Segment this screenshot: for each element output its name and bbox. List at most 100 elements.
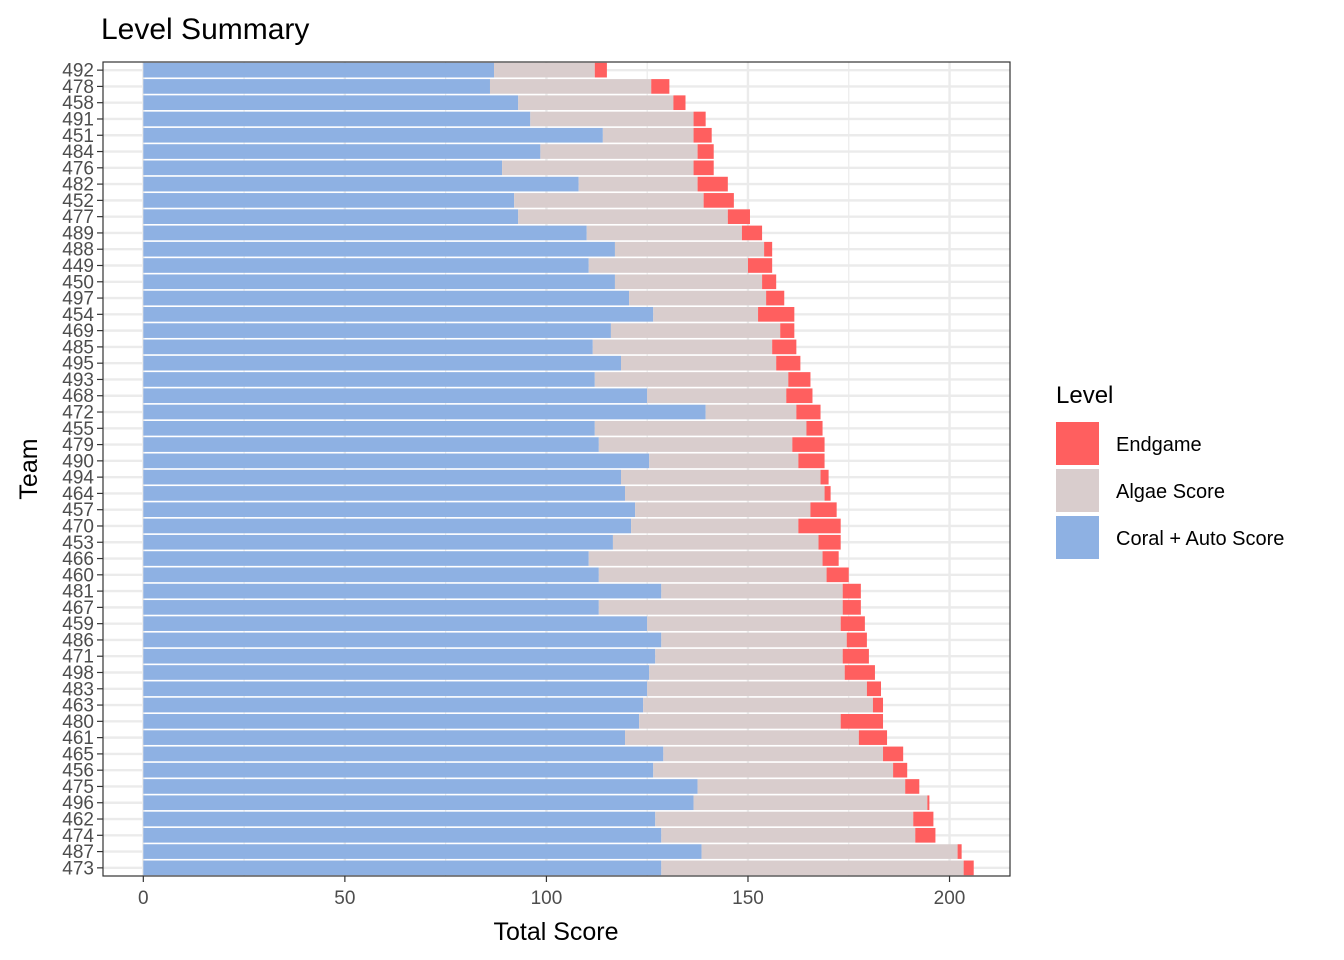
y-tick-label: 470 [62,516,94,537]
bar-endgame-483 [866,681,882,697]
bar-endgame-488 [764,241,773,257]
bar-algae-score-477 [518,209,728,224]
bar-algae-score-475 [697,779,906,794]
bar-endgame-451 [693,127,712,143]
bar-coral-auto-score-476 [143,160,503,176]
y-tick-label: 481 [62,582,94,603]
bar-coral-auto-score-461 [143,730,626,745]
y-tick-label: 479 [62,435,94,456]
bar-coral-auto-score-455 [143,420,595,436]
bar-coral-auto-score-477 [143,209,519,224]
bar-endgame-492 [594,62,607,78]
bar-coral-auto-score-491 [143,111,531,127]
y-tick-label: 455 [62,419,94,440]
bar-coral-auto-score-481 [143,583,662,599]
legend-label: Endgame [1116,434,1202,456]
bar-coral-auto-score-450 [143,274,615,290]
y-tick-label: 452 [62,191,94,212]
bar-endgame-495 [776,355,801,371]
legend-label: Algae Score [1116,481,1225,503]
bar-coral-auto-score-496 [143,795,694,811]
bar-endgame-474 [915,827,936,843]
bar-algae-score-491 [530,111,694,127]
y-tick-label: 458 [62,93,94,114]
bar-algae-score-472 [705,404,797,420]
y-tick-label: 454 [62,305,94,326]
y-tick-label: 493 [62,370,94,391]
bar-algae-score-495 [620,355,777,371]
legend-key-algae-score [1056,469,1099,512]
bar-endgame-471 [842,648,869,664]
bar-algae-score-473 [661,860,964,876]
bar-endgame-490 [798,453,825,469]
bar-coral-auto-score-464 [143,486,626,501]
bar-endgame-459 [840,616,865,631]
bar-algae-score-449 [588,258,748,273]
y-tick-label: 468 [62,386,94,407]
bar-algae-score-457 [635,502,811,518]
bar-algae-score-461 [625,730,859,745]
bar-endgame-450 [762,274,777,290]
bar-endgame-498 [844,665,875,680]
bar-coral-auto-score-478 [143,79,490,94]
bar-algae-score-476 [502,160,694,176]
bar-algae-score-484 [540,144,698,159]
y-tick-label: 474 [62,826,94,847]
y-tick-label: 489 [62,223,94,244]
y-tick-label: 450 [62,272,94,293]
y-tick-label: 465 [62,744,94,765]
bar-algae-score-488 [614,241,765,257]
bar-coral-auto-score-486 [143,632,662,648]
bar-endgame-497 [766,290,785,306]
bar-algae-score-459 [647,616,841,631]
bar-coral-auto-score-493 [143,372,595,387]
bar-coral-auto-score-467 [143,600,599,615]
x-axis-label: Total Score [493,918,618,946]
bar-algae-score-486 [661,632,847,648]
stacked-bars [143,62,974,876]
bar-coral-auto-score-454 [143,307,654,322]
y-tick-label: 482 [62,175,94,196]
bar-endgame-478 [651,79,670,94]
y-tick-label: 480 [62,712,94,733]
bar-endgame-460 [826,567,849,583]
bar-coral-auto-score-462 [143,811,656,827]
bar-coral-auto-score-498 [143,665,650,680]
bar-algae-score-481 [661,583,843,599]
y-tick-label: 488 [62,240,94,261]
y-tick-label: 472 [62,403,94,424]
y-tick-label: 475 [62,777,94,798]
bar-algae-score-490 [649,453,799,469]
bar-endgame-453 [818,534,841,550]
y-tick-label: 464 [62,484,94,505]
bar-endgame-477 [727,209,750,224]
legend-key-endgame [1056,422,1099,465]
bar-endgame-485 [772,339,797,355]
bar-algae-score-453 [612,534,819,550]
bar-algae-score-482 [578,176,698,192]
legend-key-coral-auto-score [1056,516,1099,559]
bar-coral-auto-score-489 [143,225,587,241]
bar-coral-auto-score-470 [143,518,632,534]
bar-coral-auto-score-479 [143,437,599,452]
bar-endgame-476 [693,160,714,176]
bar-coral-auto-score-459 [143,616,648,631]
y-tick-label: 459 [62,614,94,635]
bar-algae-score-469 [610,323,781,338]
y-tick-label: 491 [62,109,94,130]
bar-endgame-456 [893,762,908,778]
bar-algae-score-451 [602,127,694,143]
bar-coral-auto-score-457 [143,502,636,518]
y-tick-label: 467 [62,598,94,619]
bar-algae-score-485 [592,339,773,355]
bar-endgame-454 [758,307,795,322]
y-tick-label: 457 [62,500,94,521]
bar-coral-auto-score-451 [143,127,603,143]
bar-algae-score-467 [598,600,843,615]
bar-algae-score-465 [663,746,884,762]
bar-coral-auto-score-495 [143,355,621,371]
bar-algae-score-468 [647,388,787,404]
bar-algae-score-452 [514,193,704,208]
bar-coral-auto-score-473 [143,860,662,876]
